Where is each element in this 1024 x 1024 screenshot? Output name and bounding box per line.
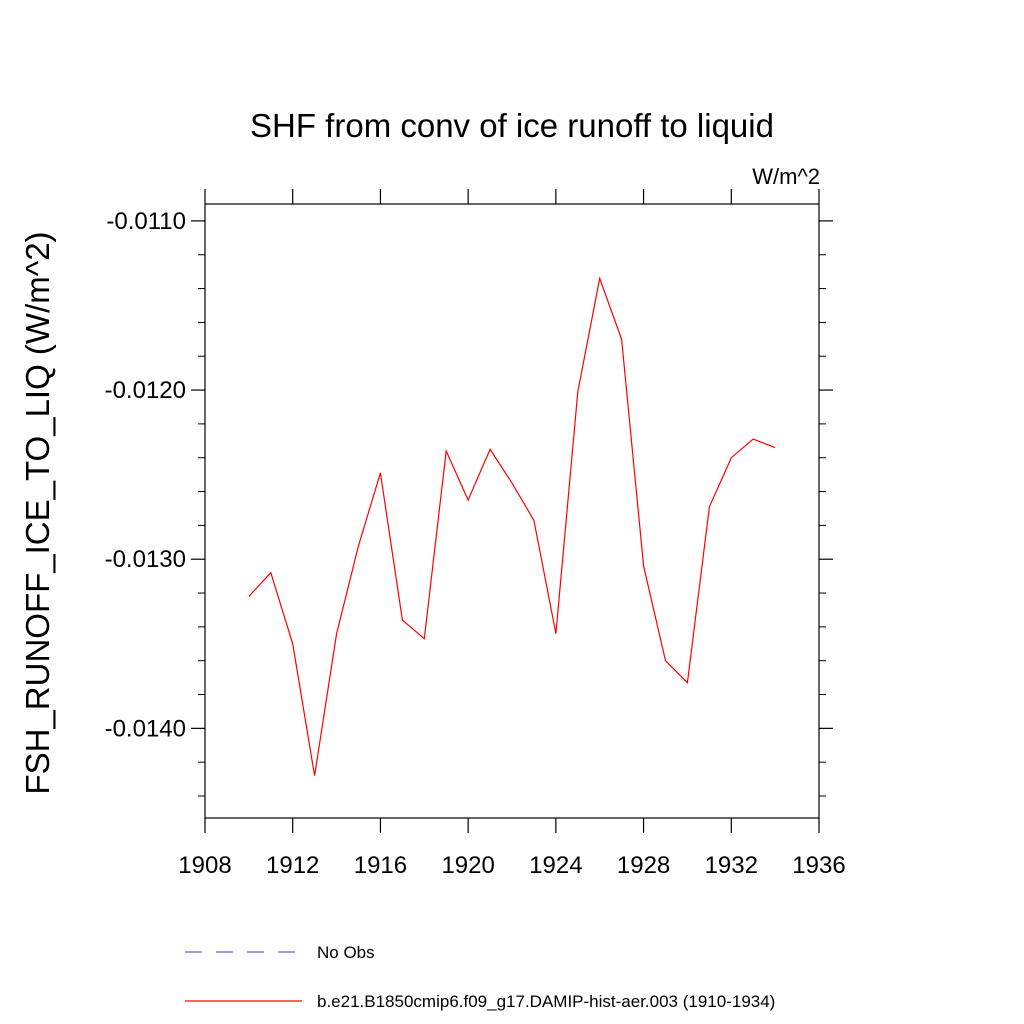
x-tick-label: 1920 xyxy=(441,852,494,879)
x-axis: 1908 1912 1916 1920 1924 1928 1932 1936 xyxy=(178,189,846,879)
x-tick-label: 1936 xyxy=(792,852,845,879)
plot-frame xyxy=(204,203,820,819)
x-tick-label: 1912 xyxy=(266,852,319,879)
x-tick-label: 1908 xyxy=(178,852,231,879)
y-tick-label: -0.0120 xyxy=(105,377,186,404)
x-tick-label: 1916 xyxy=(354,852,407,879)
y-axis: -0.0110 -0.0120 -0.0130 -0.0140 xyxy=(105,208,833,797)
series-layer xyxy=(248,276,776,776)
legend: No Obs b.e21.B1850cmip6.f09_g17.DAMIP-his… xyxy=(185,943,775,1011)
x-tick-label: 1924 xyxy=(529,852,582,879)
x-tick-label: 1928 xyxy=(617,852,670,879)
legend-label: b.e21.B1850cmip6.f09_g17.DAMIP-hist-aer.… xyxy=(317,992,775,1011)
legend-label: No Obs xyxy=(317,943,375,962)
y-tick-label: -0.0110 xyxy=(106,208,186,235)
y-axis-label: FSH_RUNOFF_ICE_TO_LIQ (W/m^2) xyxy=(19,231,56,794)
y-tick-label: -0.0140 xyxy=(105,715,186,742)
x-tick-label: 1932 xyxy=(705,852,758,879)
series-line xyxy=(248,276,776,776)
chart-title: SHF from conv of ice runoff to liquid xyxy=(250,107,774,144)
units-label: W/m^2 xyxy=(752,164,820,189)
y-tick-label: -0.0130 xyxy=(105,546,186,573)
